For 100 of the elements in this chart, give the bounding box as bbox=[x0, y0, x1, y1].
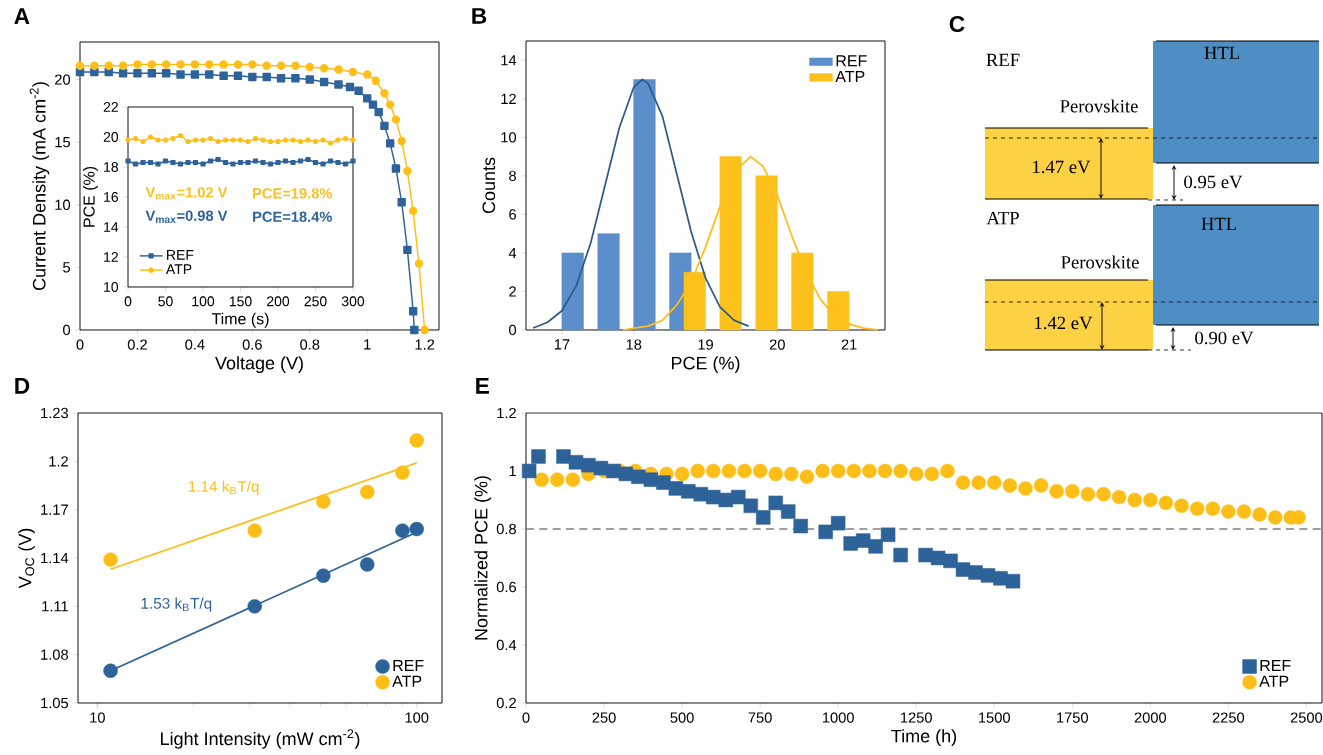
point bbox=[868, 539, 883, 554]
point bbox=[1205, 501, 1220, 516]
point bbox=[391, 164, 401, 173]
text: REF bbox=[986, 53, 1020, 67]
legend-label: ATP bbox=[835, 70, 865, 82]
point bbox=[403, 245, 412, 255]
chart-title: A bbox=[14, 8, 30, 24]
point bbox=[200, 137, 206, 143]
point bbox=[1267, 510, 1283, 525]
point bbox=[410, 325, 419, 335]
point bbox=[768, 495, 783, 511]
point bbox=[147, 69, 157, 78]
point bbox=[207, 135, 214, 142]
point bbox=[877, 463, 893, 479]
text: ATP bbox=[986, 211, 1019, 225]
point bbox=[408, 307, 418, 316]
point bbox=[320, 161, 326, 167]
y-tick-label: 18 bbox=[104, 162, 119, 172]
x-tick-label: 0 bbox=[124, 296, 132, 307]
point bbox=[335, 159, 341, 166]
point bbox=[752, 463, 768, 479]
point bbox=[170, 159, 176, 166]
point bbox=[133, 69, 142, 78]
bar bbox=[633, 79, 656, 331]
x-axis-title: Time (h) bbox=[891, 729, 957, 746]
x-tick-label: 17 bbox=[554, 339, 570, 350]
point bbox=[276, 61, 286, 70]
annotation: PCE=18.4% bbox=[253, 211, 333, 222]
x-tick-label: 50 bbox=[158, 296, 173, 307]
annotation: 1.14 k$_{B}$T/q bbox=[188, 480, 259, 495]
x-tick-label: 0.4 bbox=[185, 339, 205, 350]
point bbox=[335, 137, 341, 143]
point bbox=[215, 138, 221, 145]
bar bbox=[597, 233, 620, 331]
point bbox=[260, 159, 266, 166]
x-tick-label: 150 bbox=[229, 296, 252, 307]
legend-label: REF bbox=[836, 55, 867, 67]
point bbox=[275, 138, 281, 145]
point bbox=[943, 553, 958, 569]
y-tick-label: 1.2 bbox=[497, 407, 516, 419]
y-tick-label: 10 bbox=[501, 132, 517, 143]
chart-title: E bbox=[476, 378, 489, 394]
point bbox=[248, 60, 257, 69]
y-tick-label: 4 bbox=[508, 247, 517, 258]
point bbox=[275, 159, 281, 166]
y-tick-label: 1.2 bbox=[49, 456, 68, 467]
point bbox=[781, 504, 796, 519]
y-tick-label: 22 bbox=[103, 102, 118, 112]
point bbox=[262, 61, 271, 70]
point bbox=[385, 139, 395, 148]
line-series bbox=[532, 78, 750, 329]
y-tick-label: 1.14 bbox=[41, 552, 69, 564]
point bbox=[345, 82, 355, 92]
point bbox=[768, 466, 783, 482]
point bbox=[1096, 486, 1111, 502]
text: Perovskite bbox=[1060, 99, 1138, 113]
point bbox=[1158, 495, 1174, 511]
y-tick-label: 1.17 bbox=[41, 504, 68, 515]
point bbox=[262, 72, 271, 82]
point bbox=[104, 61, 113, 70]
x-tick-label: 20 bbox=[769, 339, 785, 350]
x-tick-label: 750 bbox=[748, 712, 772, 723]
point bbox=[291, 74, 300, 83]
point bbox=[230, 137, 236, 143]
point bbox=[1221, 504, 1236, 519]
point bbox=[291, 61, 300, 70]
x-axis-title: PCE (%) bbox=[671, 356, 740, 373]
point bbox=[267, 138, 274, 145]
point bbox=[205, 60, 214, 69]
y-tick-label: 20 bbox=[55, 74, 71, 85]
point bbox=[305, 62, 314, 72]
point bbox=[371, 76, 381, 86]
point bbox=[363, 94, 372, 103]
y-tick-label: 1 bbox=[509, 465, 516, 477]
point bbox=[987, 475, 1002, 490]
point bbox=[799, 469, 815, 484]
x-tick-label: 1.2 bbox=[415, 339, 435, 350]
x-tick-label: 0.6 bbox=[242, 339, 262, 350]
y-tick-label: 2 bbox=[509, 286, 516, 297]
point bbox=[690, 463, 705, 479]
y-tick-label: 16 bbox=[104, 192, 119, 202]
x-tick-label: 250 bbox=[304, 296, 327, 307]
point bbox=[893, 547, 908, 563]
y-tick-label: 0.6 bbox=[496, 581, 516, 593]
point bbox=[260, 137, 266, 143]
point bbox=[312, 159, 319, 166]
y-tick-label: 0.2 bbox=[496, 697, 516, 709]
y-tick-label: 5 bbox=[63, 262, 70, 273]
point bbox=[550, 472, 565, 487]
chart-title: D bbox=[15, 378, 30, 394]
y-axis-title: V$_{OC}$ (V) bbox=[18, 528, 35, 589]
x-tick-label: 100 bbox=[192, 296, 215, 307]
point bbox=[219, 60, 228, 69]
y-tick-label: 20 bbox=[103, 132, 119, 142]
point bbox=[305, 156, 311, 163]
point bbox=[830, 515, 846, 531]
point bbox=[222, 137, 229, 143]
point bbox=[305, 137, 311, 143]
point bbox=[880, 527, 896, 542]
point bbox=[846, 463, 861, 479]
